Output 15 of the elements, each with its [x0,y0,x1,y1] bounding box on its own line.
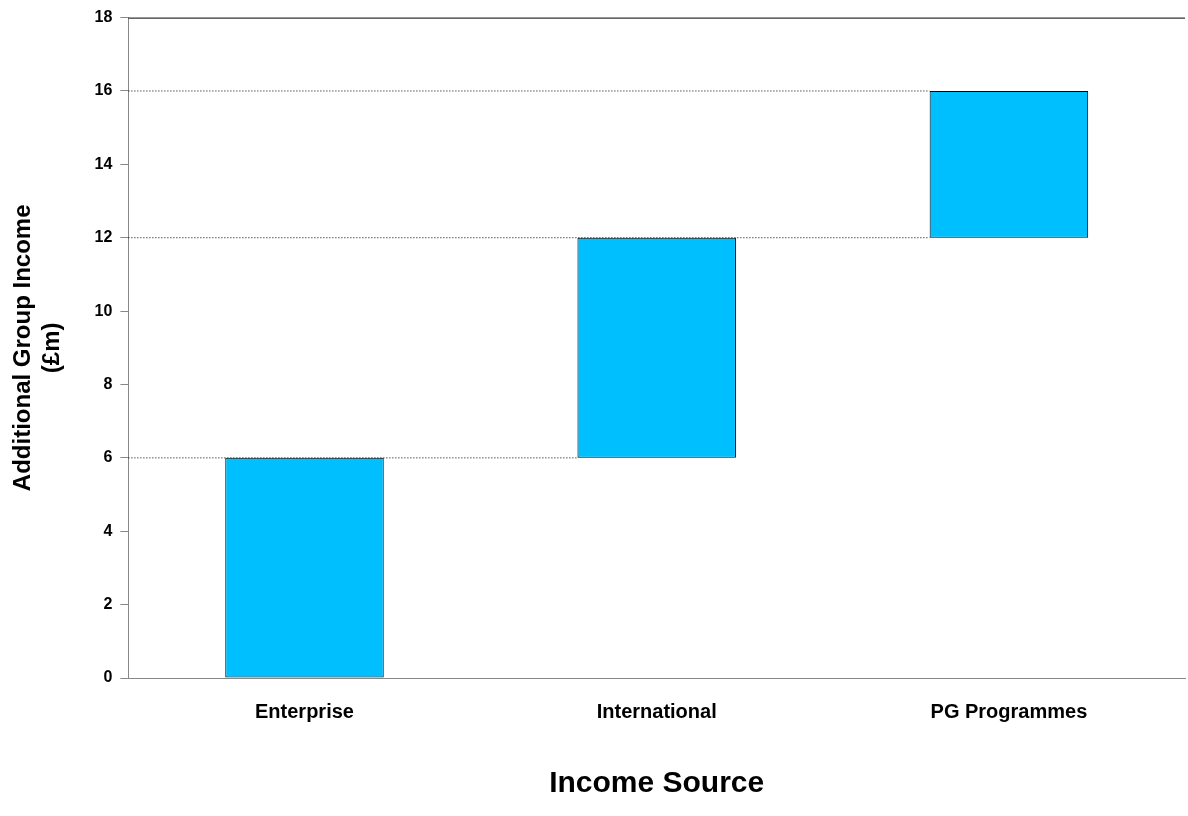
y-axis-title: Additional Group Income (£m) [8,204,64,492]
y-tick-label: 2 [103,595,113,613]
y-tick-label: 6 [103,448,113,466]
y-tick-label: 18 [94,8,113,26]
y-tick-label: 4 [103,521,113,539]
y-tick-label: 12 [94,228,113,246]
x-tick-label: PG Programmes [930,699,1088,722]
y-tick-label: 16 [94,81,113,99]
y-tick-label: 8 [103,374,113,392]
y-tick-label: 14 [94,154,113,172]
y-tick-label: 10 [94,301,113,319]
x-tick-label: International [596,699,717,722]
y-tick-label: 0 [103,668,113,686]
x-axis-title: Income Source [549,765,765,799]
x-tick-label: Enterprise [255,699,354,722]
